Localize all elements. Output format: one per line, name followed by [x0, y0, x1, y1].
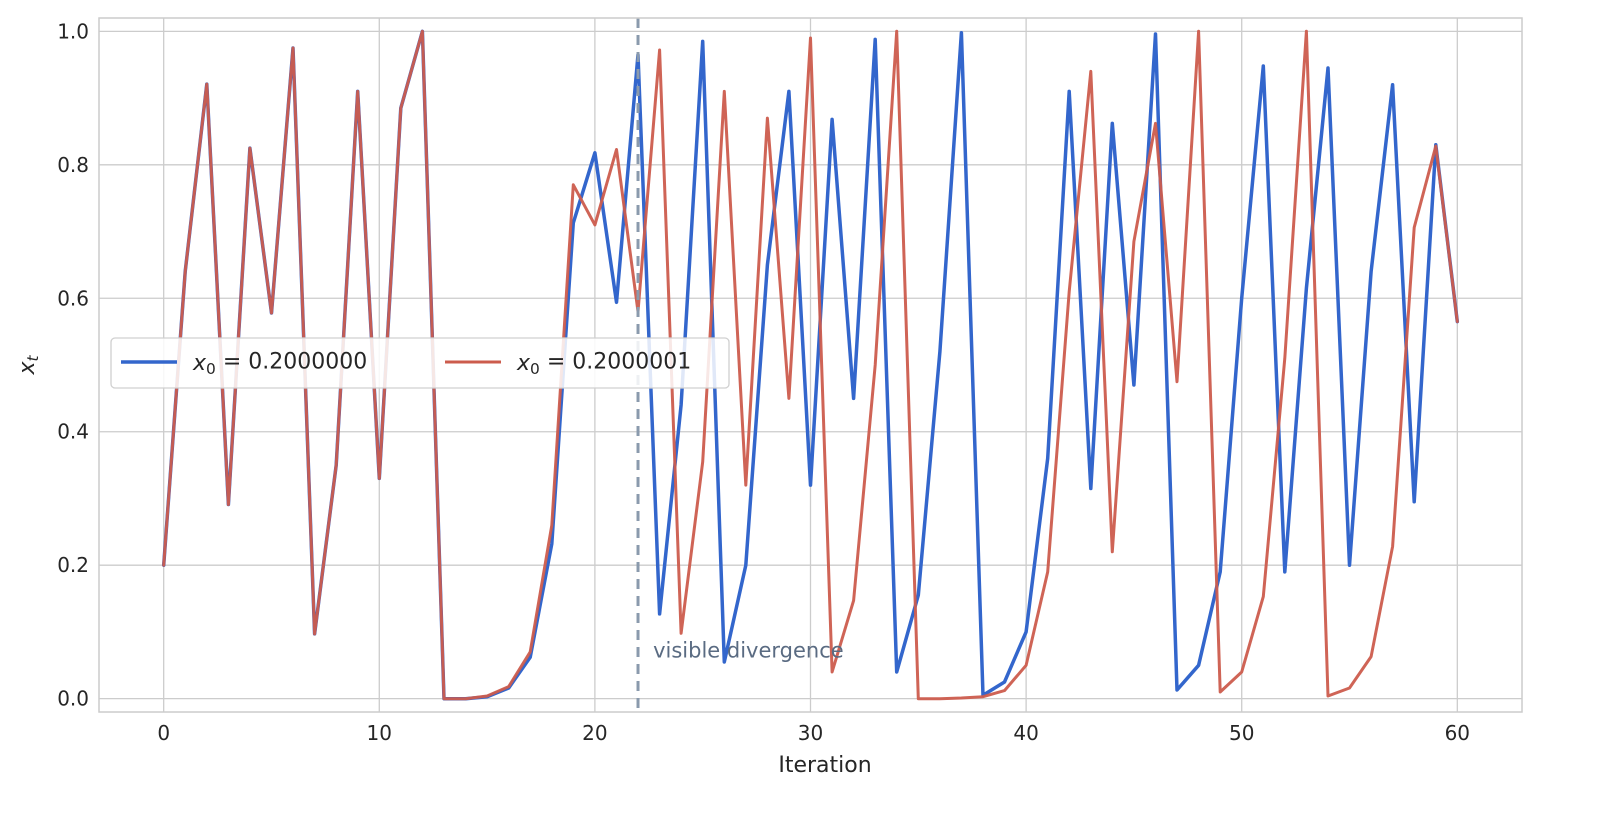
x-tick-label: 40: [1013, 721, 1038, 745]
plot-frame: [98, 17, 1523, 713]
y-tick-labels: 0.0 0.2 0.4 0.6 0.8 1.0: [57, 19, 89, 710]
x-tick-labels: 0 10 20 30 40 50 60: [157, 721, 1470, 745]
divergence-annotation: visible divergence: [653, 638, 844, 662]
y-axis-label: xt: [15, 355, 42, 376]
y-tick-label: 0.4: [57, 420, 89, 444]
x-tick-label: 10: [367, 721, 392, 745]
legend: x0 = 0.2000000 x0 = 0.2000001: [110, 337, 730, 389]
x-tick-label: 30: [798, 721, 823, 745]
y-tick-label: 1.0: [57, 19, 89, 43]
x-tick-label: 60: [1445, 721, 1470, 745]
series-group: [161, 29, 1460, 701]
x-tick-label: 50: [1229, 721, 1254, 745]
y-tick-label: 0.6: [57, 286, 89, 310]
x-tick-label: 20: [582, 721, 607, 745]
y-tick-label: 0.2: [57, 553, 89, 577]
y-tick-label: 0.0: [57, 687, 89, 711]
y-tick-label: 0.8: [57, 153, 89, 177]
legend-label-1: x0 = 0.2000000: [192, 349, 367, 378]
x-tick-label: 0: [157, 721, 170, 745]
legend-label-2: x0 = 0.2000001: [516, 349, 691, 378]
x-axis-label: Iteration: [778, 753, 871, 778]
legend-box: [110, 337, 730, 389]
series-line-2: [162, 29, 1459, 701]
